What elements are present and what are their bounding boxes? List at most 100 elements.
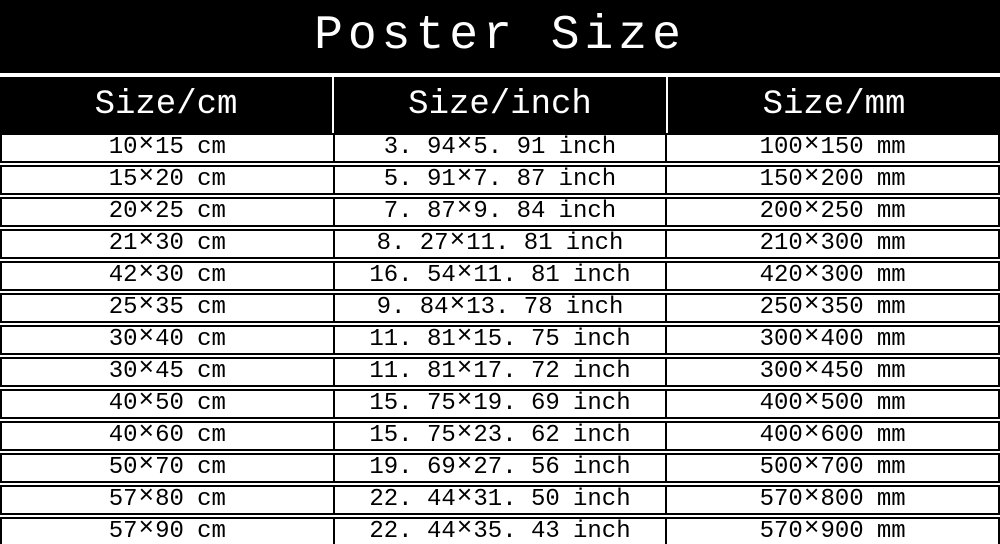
cell-size-inch: 3. 94×5. 91 inch (332, 133, 668, 167)
size-height: 35 (155, 294, 184, 321)
size-height: 31. 50 (473, 486, 560, 513)
cell-size-mm: 150×200 mm (665, 164, 1000, 199)
cell-size-cm: 30×45 cm (0, 356, 335, 391)
size-height: 19. 69 (473, 390, 560, 417)
size-width: 42 (108, 262, 138, 289)
size-unit: mm (876, 358, 906, 385)
size-height: 400 (820, 326, 864, 353)
size-height: 15. 75 (473, 326, 560, 353)
cell-size-cm: 20×25 cm (0, 196, 335, 231)
table-row: 25×35 cm 9. 84×13. 78 inch 250×350 mm (0, 292, 1000, 327)
size-height: 450 (820, 358, 864, 385)
size-height: 80 (155, 486, 184, 513)
size-width: 15. 75 (369, 390, 456, 417)
cell-size-mm: 400×500 mm (665, 388, 1000, 423)
table-row: 42×30 cm 16. 54×11. 81 inch 420×300 mm (0, 260, 1000, 295)
size-table-body: 10×15 cm 3. 94×5. 91 inch 100×150 mm 15×20 cm 5.… (0, 133, 1000, 544)
column-header-cm: Size/cm (0, 77, 332, 133)
size-unit: mm (876, 198, 906, 225)
page-title: Poster Size (314, 8, 686, 63)
cell-size-inch: 7. 87×9. 84 inch (332, 196, 668, 231)
size-width: 57 (108, 518, 138, 544)
size-unit: inch (558, 166, 617, 193)
table-row: 40×60 cm 15. 75×23. 62 inch 400×600 mm (0, 420, 1000, 455)
cell-size-inch: 15. 75×23. 62 inch (332, 420, 668, 455)
size-unit: cm (197, 166, 226, 193)
cell-size-cm: 40×60 cm (0, 420, 335, 455)
table-row: 10×15 cm 3. 94×5. 91 inch 100×150 mm (0, 133, 1000, 167)
column-header-inch: Size/inch (332, 77, 666, 133)
cell-size-cm: 30×40 cm (0, 324, 335, 359)
size-width: 300 (759, 326, 803, 353)
size-width: 9. 84 (376, 294, 449, 321)
size-height: 900 (820, 518, 864, 544)
cell-size-mm: 200×250 mm (665, 196, 1000, 231)
size-unit: cm (197, 294, 226, 321)
size-width: 200 (759, 198, 803, 225)
size-height: 30 (155, 262, 184, 289)
cell-size-cm: 25×35 cm (0, 292, 335, 327)
size-width: 100 (759, 134, 803, 161)
size-width: 25 (108, 294, 138, 321)
size-width: 300 (759, 358, 803, 385)
cell-size-mm: 100×150 mm (665, 133, 1000, 167)
size-height: 200 (820, 166, 864, 193)
size-height: 11. 81 (473, 262, 560, 289)
size-unit: mm (876, 262, 906, 289)
cell-size-cm: 40×50 cm (0, 388, 335, 423)
cell-size-cm: 15×20 cm (0, 164, 335, 199)
cell-size-mm: 300×400 mm (665, 324, 1000, 359)
size-height: 150 (820, 134, 864, 161)
cell-size-inch: 19. 69×27. 56 inch (332, 452, 668, 487)
size-width: 150 (759, 166, 803, 193)
size-unit: mm (876, 230, 906, 257)
size-width: 15 (108, 166, 138, 193)
cell-size-inch: 15. 75×19. 69 inch (332, 388, 668, 423)
size-unit: cm (197, 422, 226, 449)
size-height: 7. 87 (473, 166, 546, 193)
size-height: 50 (155, 390, 184, 417)
table-row: 15×20 cm 5. 91×7. 87 inch 150×200 mm (0, 164, 1000, 199)
size-width: 570 (759, 486, 803, 513)
table-row: 21×30 cm 8. 27×11. 81 inch 210×300 mm (0, 228, 1000, 263)
size-width: 8. 27 (376, 230, 449, 257)
size-table: 10×15 cm 3. 94×5. 91 inch 100×150 mm 15×20 cm 5.… (0, 133, 1000, 544)
size-unit: inch (573, 358, 631, 385)
banner-divider (0, 73, 1000, 77)
size-width: 5. 91 (383, 166, 456, 193)
size-height: 90 (155, 518, 184, 544)
size-width: 19. 69 (369, 454, 456, 481)
size-height: 13. 78 (466, 294, 553, 321)
size-unit: cm (197, 326, 226, 353)
cell-size-cm: 10×15 cm (0, 133, 335, 167)
size-width: 22. 44 (369, 486, 456, 513)
cell-size-mm: 570×900 mm (665, 516, 1000, 544)
cell-size-inch: 22. 44×31. 50 inch (332, 484, 668, 519)
size-unit: cm (197, 230, 226, 257)
size-unit: mm (876, 294, 906, 321)
table-row: 20×25 cm 7. 87×9. 84 inch 200×250 mm (0, 196, 1000, 231)
size-unit: mm (876, 486, 906, 513)
size-width: 420 (759, 262, 803, 289)
table-row: 30×40 cm 11. 81×15. 75 inch 300×400 mm (0, 324, 1000, 359)
size-height: 350 (820, 294, 864, 321)
size-width: 22. 44 (369, 518, 456, 544)
cell-size-cm: 57×90 cm (0, 516, 335, 544)
size-width: 40 (108, 390, 138, 417)
size-width: 400 (759, 422, 803, 449)
size-height: 300 (820, 230, 864, 257)
table-header: Size/cm Size/inch Size/mm (0, 77, 1000, 133)
size-unit: inch (573, 422, 631, 449)
size-width: 50 (108, 454, 138, 481)
size-height: 700 (820, 454, 864, 481)
cell-size-inch: 22. 44×35. 43 inch (332, 516, 668, 544)
size-unit: mm (876, 134, 906, 161)
size-unit: inch (573, 518, 631, 544)
size-unit: inch (573, 486, 631, 513)
cell-size-mm: 210×300 mm (665, 228, 1000, 263)
size-width: 16. 54 (369, 262, 456, 289)
cell-size-cm: 21×30 cm (0, 228, 335, 263)
size-unit: mm (876, 326, 906, 353)
size-height: 25 (155, 198, 184, 225)
cell-size-inch: 11. 81×17. 72 inch (332, 356, 668, 391)
